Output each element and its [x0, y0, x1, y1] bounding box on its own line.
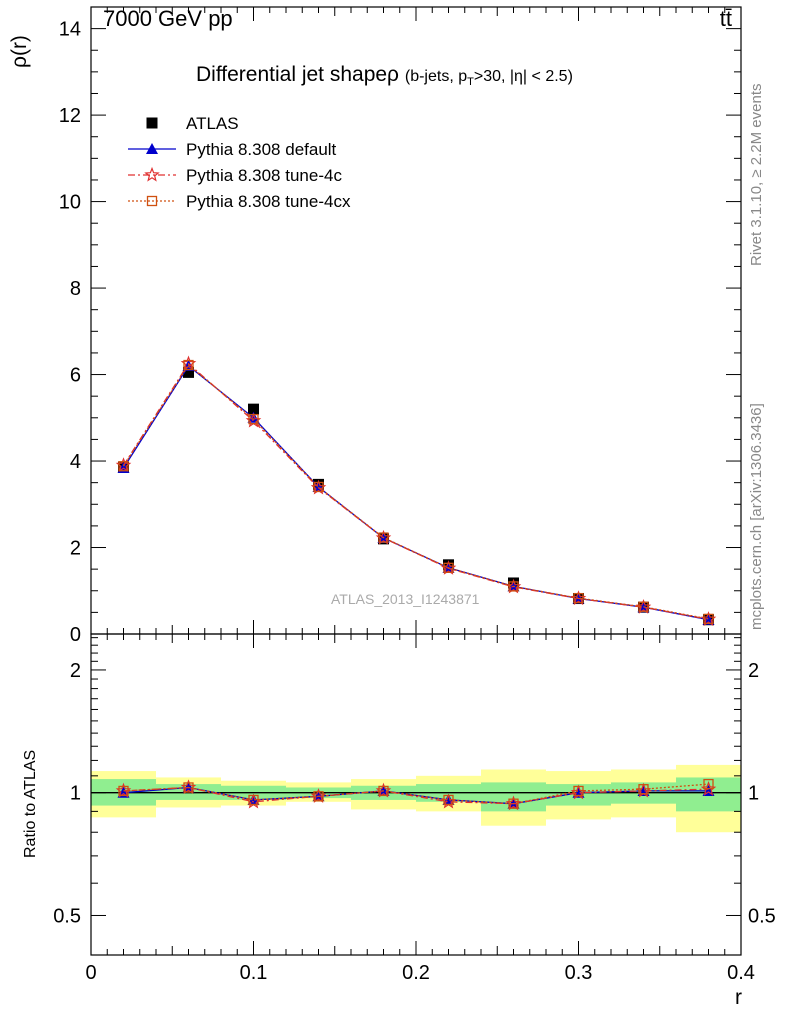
- legend-marker-atlas: [146, 117, 158, 129]
- data-point-pythia-8-308-tune-4cx: [313, 481, 324, 493]
- legend-label-atlas: ATLAS: [186, 114, 239, 133]
- ratio-y-tick-label: 0.5: [53, 905, 81, 927]
- analysis-label: ATLAS_2013_I1243871: [331, 591, 480, 607]
- legend: [128, 117, 176, 207]
- ratio-y-tick-label: 1: [70, 783, 81, 805]
- data-point-pythia-8-308-tune-4cx: [443, 562, 454, 573]
- ratio-panel: 0 0.1 0.2 0.3 0.4 0.5 0.5 1 1 2 2: [53, 633, 776, 984]
- ratio-y-tick-label: 2: [70, 660, 81, 682]
- y-axis-label: ρ(r): [8, 35, 31, 68]
- legend-marker-pythia-8-308-tune-4c: [144, 166, 160, 182]
- y-tick-label: 12: [59, 105, 81, 127]
- series-line-pythia-8-308-tune-4c: [122, 362, 709, 620]
- x-tick-label: 0.1: [240, 962, 268, 984]
- legend-label-default: Pythia 8.308 default: [186, 140, 337, 159]
- ratio-y-axis-label: Ratio to ATLAS: [22, 749, 39, 858]
- energy-label: 7000 GeV pp: [103, 6, 233, 31]
- x-tick-label: 0.4: [727, 962, 755, 984]
- series-line-pythia-8-308-default: [122, 364, 709, 621]
- data-point-pythia-8-308-tune-4cx: [573, 785, 584, 797]
- data-point-pythia-8-308-tune-4cx: [118, 461, 129, 472]
- data-point-pythia-8-308-tune-4cx: [118, 785, 129, 797]
- process-label: tt̄: [719, 6, 732, 31]
- x-tick-label: 0: [85, 962, 96, 984]
- data-point-atlas: [248, 403, 259, 415]
- data-point-pythia-8-308-tune-4cx: [508, 581, 519, 592]
- ratio-y-tick-label-right: 1: [748, 783, 759, 805]
- y-tick-label: 8: [70, 278, 81, 300]
- data-point-pythia-8-308-tune-4cx: [313, 791, 324, 802]
- data-point-pythia-8-308-tune-4cx: [573, 592, 584, 604]
- legend-marker-pythia-8-308-default: [146, 143, 158, 154]
- data-point-pythia-8-308-default: [247, 411, 260, 423]
- data-point-pythia-8-308-tune-4cx: [248, 413, 259, 425]
- data-point-pythia-8-308-tune-4cx: [508, 798, 519, 809]
- series-line-pythia-8-308-tune-4cx: [122, 364, 709, 620]
- data-point-pythia-8-308-tune-4cx: [703, 778, 714, 790]
- y-tick-label: 6: [70, 365, 81, 387]
- data-point-pythia-8-308-tune-4cx: [638, 601, 649, 612]
- data-point-pythia-8-308-tune-4cx: [183, 359, 194, 371]
- legend-label-tune-4c: Pythia 8.308 tune-4c: [186, 166, 342, 185]
- data-point-pythia-8-308-tune-4cx: [378, 785, 389, 797]
- ratio-frame: [90, 633, 742, 956]
- x-tick-label: 0.2: [402, 962, 430, 984]
- x-axis-label: r: [735, 986, 742, 1009]
- legend-label-tune-4cx: Pythia 8.308 tune-4cx: [186, 192, 351, 211]
- x-tick-label: 0.3: [565, 962, 593, 984]
- mcplots-label: mcplots.cern.ch [arXiv:1306.3436]: [748, 403, 765, 630]
- main-frame: [90, 6, 742, 635]
- y-tick-label: 0: [70, 624, 81, 646]
- data-point-pythia-8-308-tune-4cx: [703, 613, 714, 625]
- rivet-label: Rivet 3.1.10, ≥ 2.2M events: [748, 83, 765, 267]
- plot-title: Differential jet shapeρ (b-jets, pT>30, …: [196, 63, 573, 88]
- data-point-pythia-8-308-tune-4cx: [378, 532, 389, 543]
- y-tick-label: 14: [59, 19, 81, 41]
- data-point-pythia-8-308-tune-4cx: [183, 782, 194, 793]
- plot-title-main: Differential jet shapeρ: [196, 63, 400, 86]
- y-tick-label: 4: [70, 451, 81, 473]
- legend-marker-pythia-8-308-tune-4cx: [146, 195, 158, 207]
- data-point-pythia-8-308-tune-4cx: [638, 784, 649, 795]
- series-line-pythia-8-308-tune-4c: [123, 786, 709, 805]
- data-point-atlas: [183, 366, 194, 378]
- y-tick-label: 10: [59, 192, 81, 214]
- y-tick-label: 2: [70, 538, 81, 560]
- ratio-y-tick-label-right: 0.5: [748, 905, 776, 927]
- plot-title-sub: (b-jets, pT>30, |η| < 2.5): [404, 68, 573, 89]
- data-point-pythia-8-308-tune-4cx: [443, 794, 454, 806]
- data-point-pythia-8-308-tune-4cx: [248, 794, 259, 806]
- ratio-y-tick-label-right: 2: [748, 660, 759, 682]
